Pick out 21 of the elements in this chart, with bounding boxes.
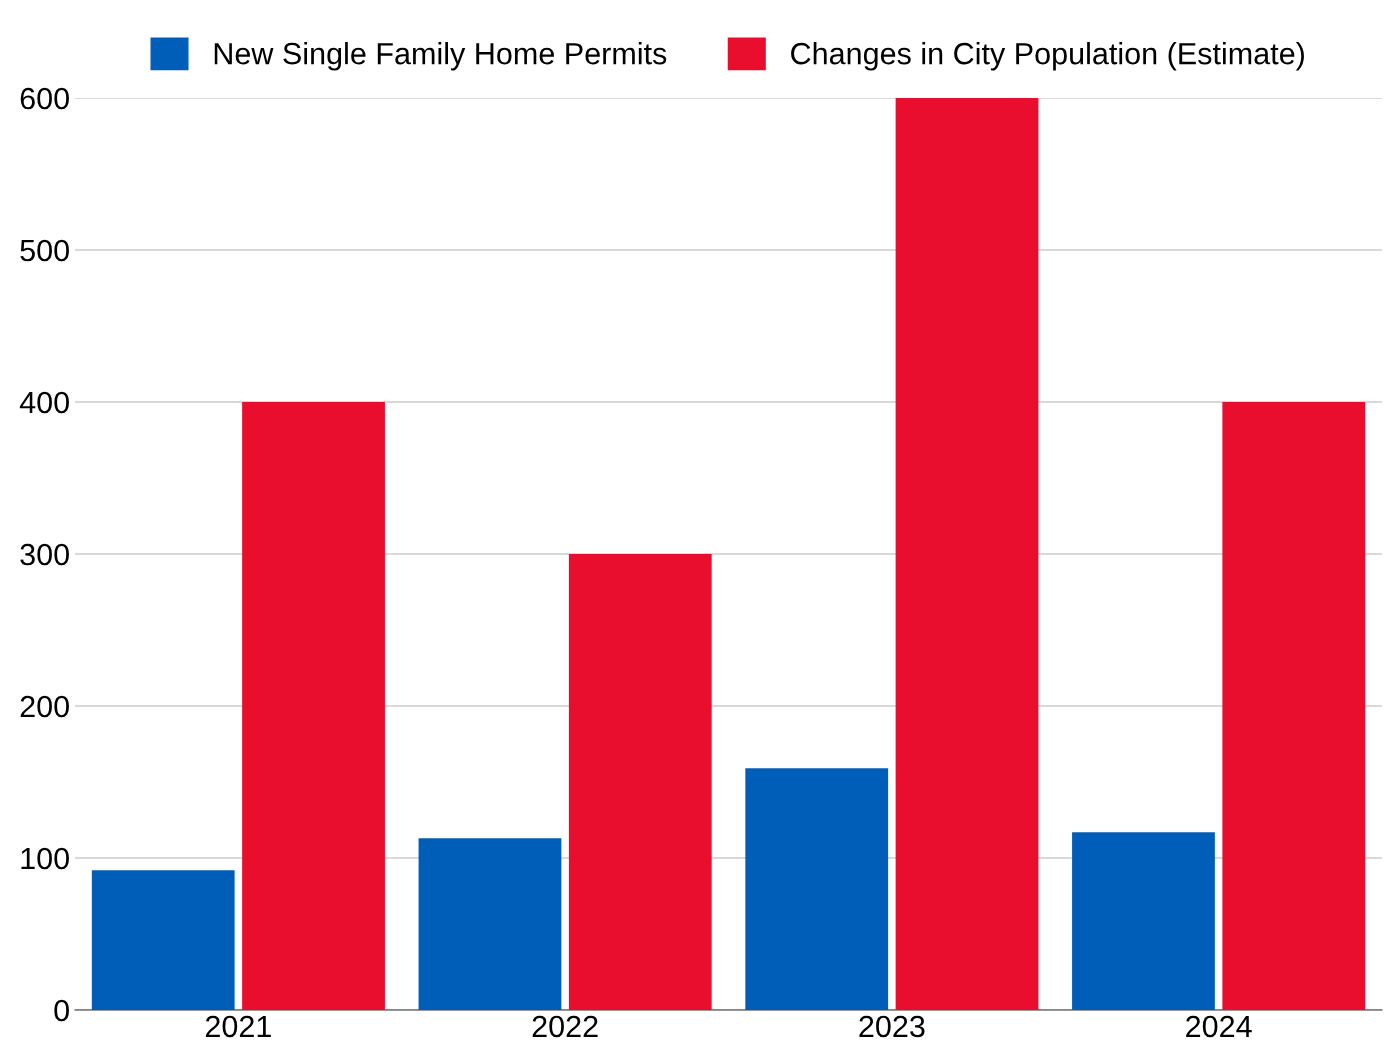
x-tick-label: 2023 xyxy=(859,1015,925,1038)
x-tick-label: 2022 xyxy=(532,1015,598,1038)
y-tick-label: 100 xyxy=(21,847,69,870)
bar xyxy=(568,554,712,1010)
bar xyxy=(1222,402,1366,1010)
legend-label: Changes in City Population (Estimate) xyxy=(791,42,1304,71)
y-tick-label: 0 xyxy=(54,999,69,1022)
y-tick-label: 600 xyxy=(20,87,69,110)
x-tick-label: 2021 xyxy=(205,1015,271,1038)
bar xyxy=(418,838,562,1010)
x-tick-label: 2024 xyxy=(1186,1015,1252,1038)
y-tick-label: 400 xyxy=(19,391,69,414)
legend-label: New Single Family Home Permits xyxy=(214,42,667,71)
y-tick-label: 200 xyxy=(20,695,69,718)
y-tick-label: 300 xyxy=(20,543,69,566)
y-tick-label: 500 xyxy=(20,239,69,262)
bar xyxy=(895,98,1039,1010)
bar xyxy=(91,870,235,1010)
bar xyxy=(242,402,385,1010)
bar xyxy=(745,768,889,1010)
bar xyxy=(1072,832,1215,1010)
